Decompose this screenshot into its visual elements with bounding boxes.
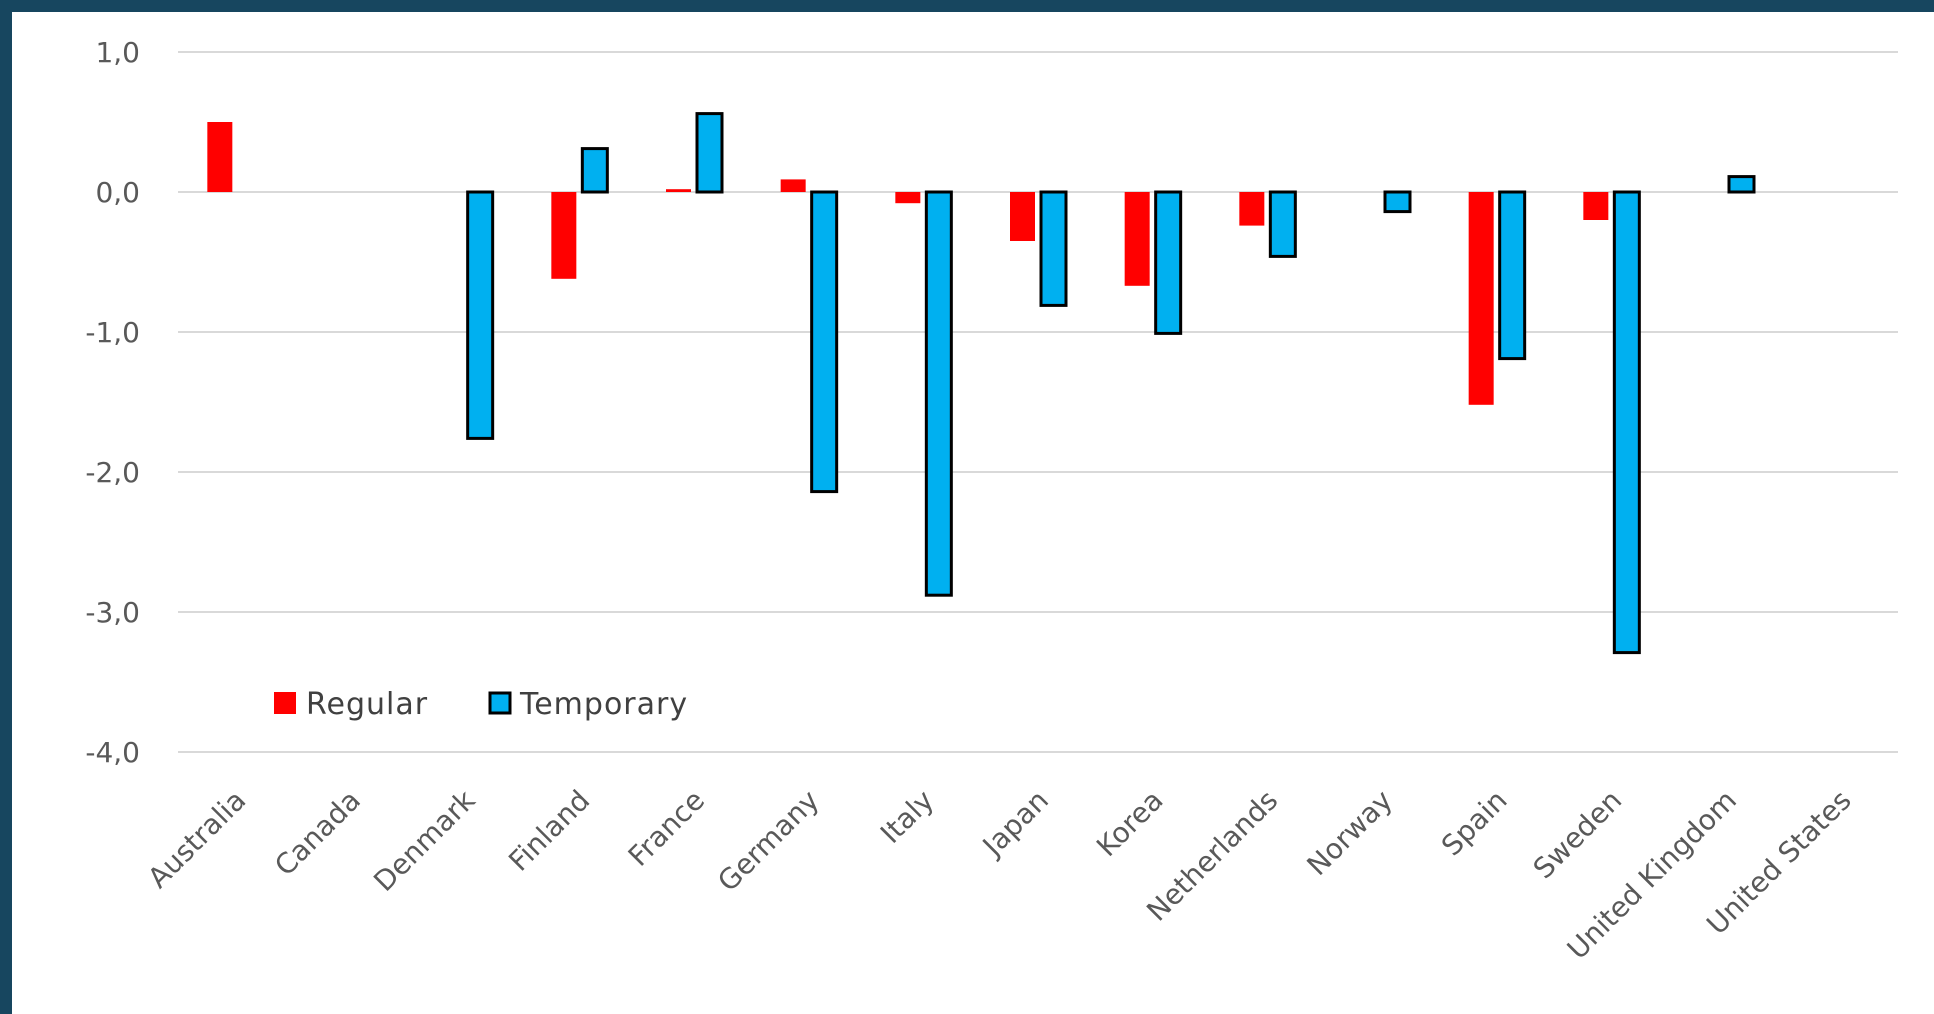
x-category-label: Sweden: [1527, 784, 1629, 886]
x-category-label: Japan: [975, 784, 1055, 864]
x-category-label: Italy: [874, 784, 940, 850]
bar-regular-germany: [780, 179, 806, 192]
bar-temporary-spain: [1498, 190, 1527, 361]
x-category-label: Australia: [141, 784, 252, 895]
bar-regular-france: [666, 189, 691, 192]
legend-label-temporary: Temporary: [519, 687, 688, 722]
legend-swatch-regular: [274, 692, 296, 714]
bar-regular-sweden: [1583, 192, 1609, 220]
bar-regular-japan: [1010, 192, 1035, 241]
bar-regular-australia: [207, 122, 233, 192]
bar-temporary-norway: [1383, 190, 1412, 214]
bar-chart: 1,0 0,0 -1,0 -2,0 -3,0 -4,0 Australia Canada De…: [85, 36, 1898, 966]
y-tick-label: 1,0: [95, 36, 140, 69]
bar-temporary-sweden: [1612, 190, 1641, 655]
x-category-label: Canada: [268, 784, 367, 883]
x-category-label: Finland: [502, 784, 596, 878]
bar-temporary-denmark: [466, 190, 495, 440]
bar-regular-netherlands: [1239, 192, 1265, 226]
bar-temporary-finland: [580, 147, 609, 194]
x-category-label: France: [622, 784, 711, 873]
y-tick-label: -2,0: [85, 456, 140, 489]
bar-temporary-italy: [924, 190, 953, 597]
bar-regular-italy: [895, 192, 921, 204]
x-category-label: Spain: [1435, 784, 1514, 863]
y-tick-label: -3,0: [85, 596, 140, 629]
bar-regular-spain: [1468, 192, 1494, 405]
bars: [207, 112, 1756, 655]
bar-regular-korea: [1124, 192, 1150, 286]
y-axis-ticks: 1,0 0,0 -1,0 -2,0 -3,0 -4,0: [85, 36, 140, 769]
bar-temporary-france: [695, 112, 724, 194]
legend-label-regular: Regular: [306, 687, 428, 722]
x-category-label: Norway: [1301, 784, 1399, 882]
y-tick-label: 0,0: [95, 176, 140, 209]
x-category-label: Germany: [711, 784, 825, 898]
y-tick-label: -4,0: [85, 736, 140, 769]
x-category-label: Denmark: [367, 783, 482, 898]
x-category-label: Korea: [1090, 784, 1169, 863]
bar-temporary-netherlands: [1268, 190, 1297, 258]
legend: Regular Temporary: [274, 687, 688, 722]
chart-frame: 1,0 0,0 -1,0 -2,0 -3,0 -4,0 Australia Canada De…: [12, 12, 1934, 1014]
legend-swatch-temporary: [488, 691, 512, 715]
gridlines: [178, 51, 1898, 753]
bar-temporary-germany: [810, 190, 839, 494]
bar-regular-finland: [551, 192, 577, 279]
bar-temporary-japan: [1039, 190, 1068, 307]
x-axis-categories: Australia Canada Denmark Finland France Germa…: [141, 783, 1857, 966]
bar-temporary-united-kingdom: [1727, 175, 1756, 194]
y-tick-label: -1,0: [85, 316, 140, 349]
bar-temporary-korea: [1154, 190, 1183, 335]
